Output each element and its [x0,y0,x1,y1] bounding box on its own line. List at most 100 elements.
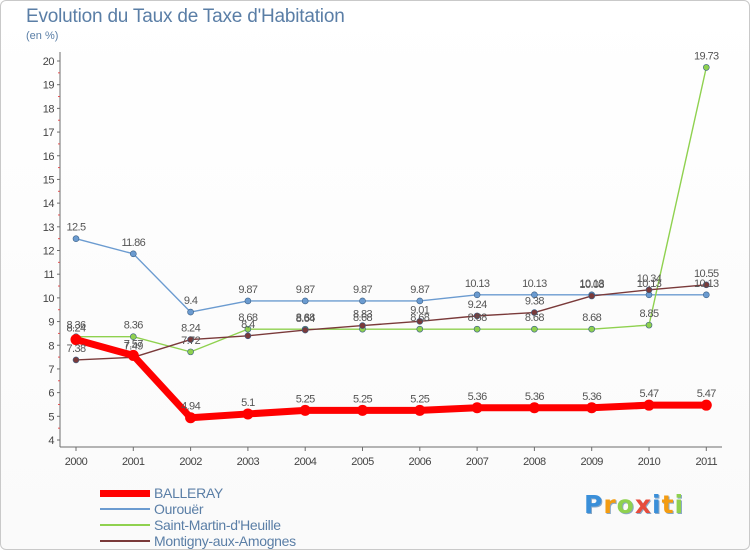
data-label: 5.25 [296,393,315,405]
data-label: 5.36 [468,391,487,403]
logo-letter: r [603,490,617,519]
legend-item: Ourouër [100,501,296,517]
x-tick-label: 2001 [122,456,145,468]
x-tick-label: 2004 [294,456,317,468]
data-label: 7.57 [124,338,143,350]
data-label: 8.85 [639,308,658,320]
data-point [531,291,538,299]
data-label: 7.49 [124,340,143,352]
data-label: 5.25 [353,393,372,405]
data-label: 5.47 [639,388,658,400]
data-point [72,235,80,242]
data-point [471,402,483,414]
legend-label: Montigny-aux-Amognes [154,533,296,549]
data-point [127,349,139,361]
data-label: 10.13 [579,278,604,290]
y-tick-label: 15 [43,174,55,186]
y-tick-label: 20 [43,56,55,68]
logo-letter: x [634,490,652,519]
data-label: 9.87 [410,284,429,296]
series-line [75,237,707,313]
x-tick-label: 2008 [523,456,546,468]
data-point [187,336,194,343]
legend: BALLERAY Ourouër Saint-Martin-d'Heuille Mon… [100,485,296,549]
data-label: 5.1 [241,397,255,409]
data-label: 9.87 [296,284,315,296]
legend-label: Ourouër [154,501,204,517]
data-label: 8.64 [296,313,315,325]
logo-letter: i [652,490,662,519]
data-label: 12.5 [66,222,85,234]
data-point [643,399,655,411]
data-label: 8.68 [238,312,257,324]
data-label: 9.4 [184,295,198,307]
series-line [72,336,710,422]
data-label: 10.13 [694,278,719,290]
y-tick-label: 9 [48,317,54,329]
data-label: 10.55 [694,268,719,280]
data-label: 7.38 [66,343,85,355]
x-tick-label: 2009 [580,456,603,468]
x-tick-label: 2006 [409,456,432,468]
legend-swatch [100,508,150,510]
data-label: 10.34 [637,273,662,285]
y-tick-label: 13 [43,222,55,234]
data-label: 5.36 [525,391,544,403]
legend-swatch [100,489,150,497]
data-point [187,348,194,356]
data-point [586,402,598,414]
data-label: 8.83 [353,309,372,321]
y-tick-label: 4 [48,435,54,447]
data-point [244,332,252,340]
data-point [185,412,197,424]
data-point [645,286,653,294]
chart-title: Evolution du Taux de Taxe d'Habitation [26,6,345,27]
data-point [416,297,424,305]
data-point [72,356,80,364]
data-label: 9.38 [525,296,544,308]
data-point [700,399,712,411]
data-label: 9.01 [410,304,429,316]
legend-item: Montigny-aux-Amognes [100,533,296,549]
data-point [531,309,538,316]
x-tick-label: 2000 [65,456,88,468]
data-label: 19.73 [694,50,719,62]
data-label: 11.86 [121,237,145,249]
data-label: 8.4 [241,319,255,331]
data-label: 5.47 [697,388,716,400]
data-label: 9.87 [353,284,372,296]
data-point [359,297,366,305]
data-label: 8.68 [410,312,429,324]
data-label: 5.36 [582,391,601,403]
series-line [75,284,707,361]
data-point [702,64,710,71]
y-tick-label: 16 [43,151,55,163]
y-tick-label: 12 [43,246,55,258]
legend-label: Saint-Martin-d'Heuille [154,517,281,533]
data-point [528,402,540,414]
y-tick-label: 14 [43,198,55,210]
series-line [75,66,707,353]
data-label: 8.68 [582,312,601,324]
data-label: 7.72 [181,335,200,347]
line-chart: 4 5 6 7 8 9 10 11 12 13 14 15 16 17 18 19 20 2000 2001 2002… [43,50,722,468]
x-tick-label: 2005 [351,456,374,468]
data-point [187,308,194,316]
data-point [70,334,82,346]
legend-label: BALLERAY [154,485,223,501]
data-point [473,291,481,299]
data-point [645,321,653,329]
data-point [588,325,596,333]
data-label: 8.68 [353,312,372,324]
data-point [301,297,309,305]
x-tick-label: 2011 [695,456,717,468]
y-tick-label: 10 [43,293,55,305]
data-point [414,404,426,416]
data-label: 9.87 [238,284,257,296]
data-point [473,312,481,320]
logo-letter: P [584,490,604,519]
unit-label: (en %) [26,30,59,42]
x-tick-label: 2010 [638,456,661,468]
logo-letter: t [661,490,675,519]
legend-item: Saint-Martin-d'Heuille [100,517,296,533]
